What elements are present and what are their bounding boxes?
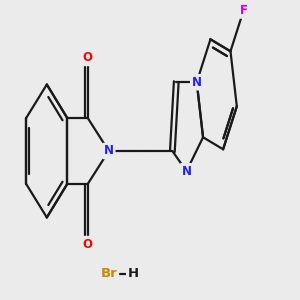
Text: N: N xyxy=(182,165,191,178)
Text: O: O xyxy=(82,51,93,64)
Text: Br: Br xyxy=(100,268,117,281)
Text: H: H xyxy=(128,268,139,281)
Text: N: N xyxy=(192,76,202,89)
Text: N: N xyxy=(104,145,114,158)
Text: O: O xyxy=(82,238,93,250)
Text: F: F xyxy=(239,4,247,17)
